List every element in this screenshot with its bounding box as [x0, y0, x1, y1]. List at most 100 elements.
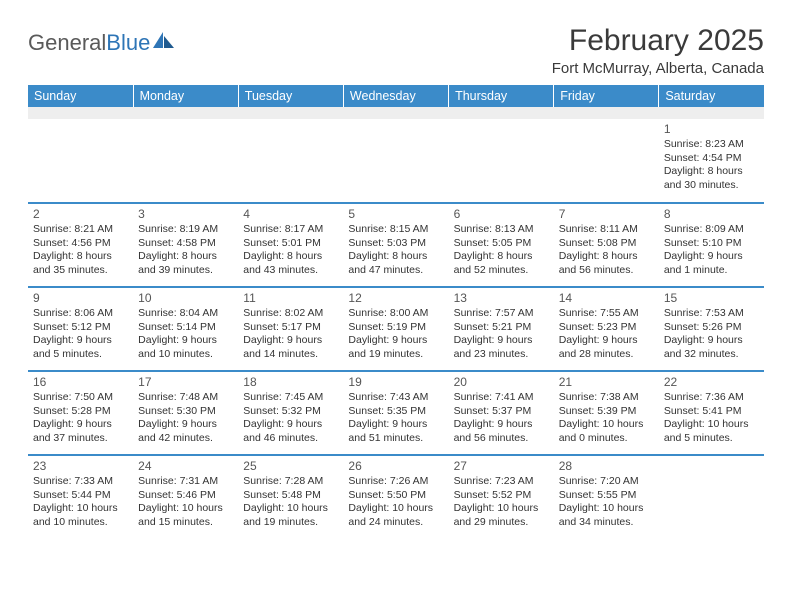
logo: GeneralBlue [28, 30, 175, 56]
day-cell: 14Sunrise: 7:55 AMSunset: 5:23 PMDayligh… [554, 287, 659, 371]
day-number: 11 [243, 291, 338, 306]
day-number: 8 [664, 207, 759, 222]
day-number: 4 [243, 207, 338, 222]
day-cell: 21Sunrise: 7:38 AMSunset: 5:39 PMDayligh… [554, 371, 659, 455]
day-number: 16 [33, 375, 128, 390]
sunset-text: Sunset: 5:12 PM [33, 321, 128, 334]
day-number: 28 [559, 459, 654, 474]
sunrise-text: Sunrise: 8:11 AM [559, 223, 654, 236]
daylight-text: Daylight: 9 hours and 10 minutes. [138, 334, 233, 361]
sunrise-text: Sunrise: 8:02 AM [243, 307, 338, 320]
day-number: 26 [348, 459, 443, 474]
daylight-text: Daylight: 8 hours and 43 minutes. [243, 250, 338, 277]
sunrise-text: Sunrise: 7:38 AM [559, 391, 654, 404]
daylight-text: Daylight: 10 hours and 24 minutes. [348, 502, 443, 529]
sunset-text: Sunset: 5:05 PM [454, 237, 549, 250]
sunrise-text: Sunrise: 7:57 AM [454, 307, 549, 320]
day-cell: 9Sunrise: 8:06 AMSunset: 5:12 PMDaylight… [28, 287, 133, 371]
daylight-text: Daylight: 10 hours and 34 minutes. [559, 502, 654, 529]
day-number: 14 [559, 291, 654, 306]
week-row: 9Sunrise: 8:06 AMSunset: 5:12 PMDaylight… [28, 287, 764, 371]
daylight-text: Daylight: 8 hours and 30 minutes. [664, 165, 759, 192]
sunrise-text: Sunrise: 7:23 AM [454, 475, 549, 488]
sunrise-text: Sunrise: 7:45 AM [243, 391, 338, 404]
day-cell: 5Sunrise: 8:15 AMSunset: 5:03 PMDaylight… [343, 203, 448, 287]
day-cell: 3Sunrise: 8:19 AMSunset: 4:58 PMDaylight… [133, 203, 238, 287]
sunset-text: Sunset: 4:58 PM [138, 237, 233, 250]
sunset-text: Sunset: 5:32 PM [243, 405, 338, 418]
sunset-text: Sunset: 5:23 PM [559, 321, 654, 334]
sunrise-text: Sunrise: 8:00 AM [348, 307, 443, 320]
day-number: 1 [664, 122, 759, 137]
sunset-text: Sunset: 5:26 PM [664, 321, 759, 334]
daylight-text: Daylight: 9 hours and 23 minutes. [454, 334, 549, 361]
day-cell: 18Sunrise: 7:45 AMSunset: 5:32 PMDayligh… [238, 371, 343, 455]
day-number: 15 [664, 291, 759, 306]
sunrise-text: Sunrise: 8:15 AM [348, 223, 443, 236]
day-cell [28, 119, 133, 203]
day-number: 23 [33, 459, 128, 474]
sunrise-text: Sunrise: 7:50 AM [33, 391, 128, 404]
daylight-text: Daylight: 8 hours and 56 minutes. [559, 250, 654, 277]
day-number: 9 [33, 291, 128, 306]
blank-row [28, 107, 764, 119]
sunrise-text: Sunrise: 8:06 AM [33, 307, 128, 320]
daylight-text: Daylight: 9 hours and 28 minutes. [559, 334, 654, 361]
sunrise-text: Sunrise: 7:33 AM [33, 475, 128, 488]
day-cell: 11Sunrise: 8:02 AMSunset: 5:17 PMDayligh… [238, 287, 343, 371]
sunrise-text: Sunrise: 8:23 AM [664, 138, 759, 151]
blank-cell [554, 107, 659, 119]
page-header: GeneralBlue February 2025 Fort McMurray,… [28, 24, 764, 77]
sunset-text: Sunset: 5:52 PM [454, 489, 549, 502]
day-cell: 10Sunrise: 8:04 AMSunset: 5:14 PMDayligh… [133, 287, 238, 371]
day-cell: 19Sunrise: 7:43 AMSunset: 5:35 PMDayligh… [343, 371, 448, 455]
day-cell: 1Sunrise: 8:23 AMSunset: 4:54 PMDaylight… [659, 119, 764, 203]
day-cell: 17Sunrise: 7:48 AMSunset: 5:30 PMDayligh… [133, 371, 238, 455]
sunset-text: Sunset: 5:37 PM [454, 405, 549, 418]
sunset-text: Sunset: 5:41 PM [664, 405, 759, 418]
blank-cell [133, 107, 238, 119]
daylight-text: Daylight: 10 hours and 5 minutes. [664, 418, 759, 445]
blank-cell [343, 107, 448, 119]
title-block: February 2025 Fort McMurray, Alberta, Ca… [552, 24, 764, 77]
day-cell: 7Sunrise: 8:11 AMSunset: 5:08 PMDaylight… [554, 203, 659, 287]
day-number: 21 [559, 375, 654, 390]
logo-text-gray: General [28, 30, 106, 56]
blank-cell [659, 107, 764, 119]
day-header: Thursday [449, 85, 554, 107]
daylight-text: Daylight: 9 hours and 14 minutes. [243, 334, 338, 361]
daylight-text: Daylight: 9 hours and 42 minutes. [138, 418, 233, 445]
daylight-text: Daylight: 9 hours and 32 minutes. [664, 334, 759, 361]
daylight-text: Daylight: 8 hours and 39 minutes. [138, 250, 233, 277]
day-cell: 20Sunrise: 7:41 AMSunset: 5:37 PMDayligh… [449, 371, 554, 455]
sunrise-text: Sunrise: 8:21 AM [33, 223, 128, 236]
sunset-text: Sunset: 5:14 PM [138, 321, 233, 334]
daylight-text: Daylight: 8 hours and 35 minutes. [33, 250, 128, 277]
sunset-text: Sunset: 5:44 PM [33, 489, 128, 502]
daylight-text: Daylight: 9 hours and 56 minutes. [454, 418, 549, 445]
daylight-text: Daylight: 9 hours and 5 minutes. [33, 334, 128, 361]
sunset-text: Sunset: 5:55 PM [559, 489, 654, 502]
sunrise-text: Sunrise: 8:09 AM [664, 223, 759, 236]
day-cell: 24Sunrise: 7:31 AMSunset: 5:46 PMDayligh… [133, 455, 238, 539]
day-number: 6 [454, 207, 549, 222]
day-cell: 4Sunrise: 8:17 AMSunset: 5:01 PMDaylight… [238, 203, 343, 287]
daylight-text: Daylight: 10 hours and 0 minutes. [559, 418, 654, 445]
daylight-text: Daylight: 8 hours and 52 minutes. [454, 250, 549, 277]
day-cell: 22Sunrise: 7:36 AMSunset: 5:41 PMDayligh… [659, 371, 764, 455]
sunrise-text: Sunrise: 8:17 AM [243, 223, 338, 236]
sunrise-text: Sunrise: 7:43 AM [348, 391, 443, 404]
sunrise-text: Sunrise: 7:36 AM [664, 391, 759, 404]
day-cell [659, 455, 764, 539]
sunrise-text: Sunrise: 7:55 AM [559, 307, 654, 320]
blank-cell [28, 107, 133, 119]
day-number: 22 [664, 375, 759, 390]
day-number: 5 [348, 207, 443, 222]
day-cell: 8Sunrise: 8:09 AMSunset: 5:10 PMDaylight… [659, 203, 764, 287]
sunset-text: Sunset: 5:50 PM [348, 489, 443, 502]
daylight-text: Daylight: 9 hours and 46 minutes. [243, 418, 338, 445]
day-cell: 2Sunrise: 8:21 AMSunset: 4:56 PMDaylight… [28, 203, 133, 287]
daylight-text: Daylight: 9 hours and 37 minutes. [33, 418, 128, 445]
day-cell: 27Sunrise: 7:23 AMSunset: 5:52 PMDayligh… [449, 455, 554, 539]
daylight-text: Daylight: 10 hours and 19 minutes. [243, 502, 338, 529]
